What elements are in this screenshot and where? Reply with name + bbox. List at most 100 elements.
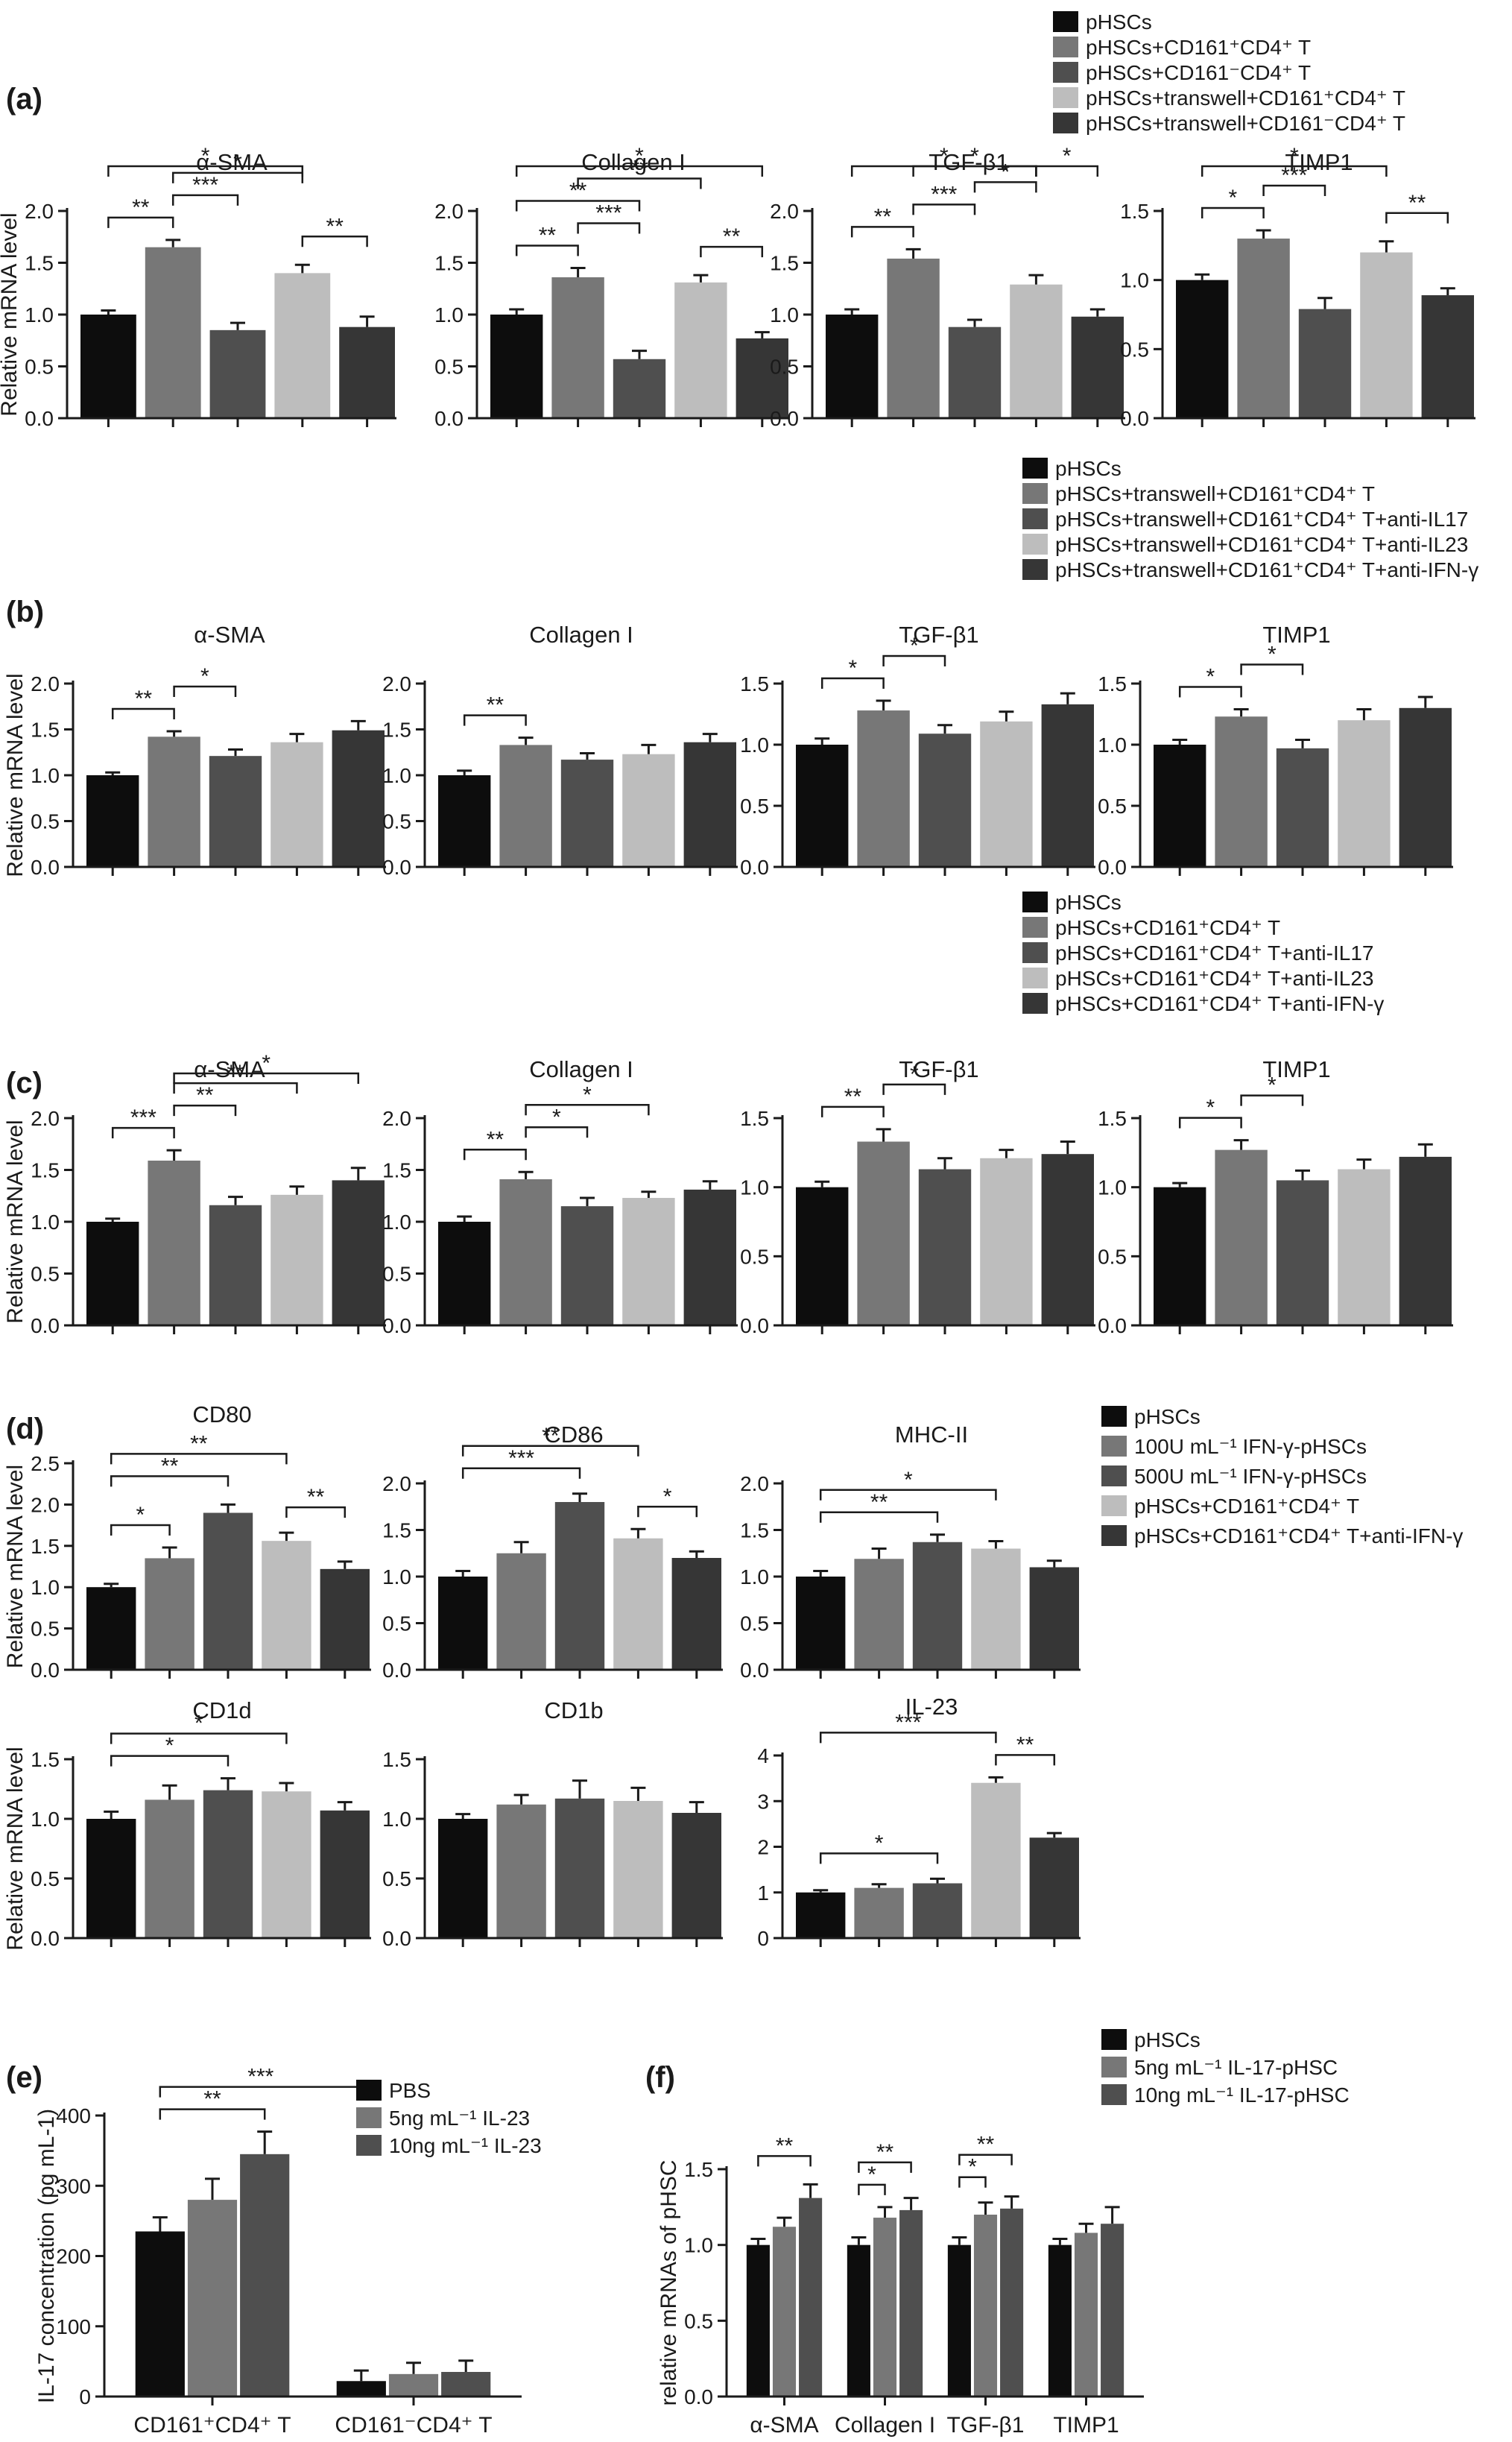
legend-label: 10ng mL⁻¹ IL-17-pHSC (1134, 2083, 1350, 2107)
significance-bracket (1262, 184, 1326, 196)
significance-label: ** (307, 1485, 325, 1509)
y-axis-label: Relative mRNA level (0, 212, 22, 416)
panel-label-a: (a) (6, 83, 42, 116)
significance-label: ** (326, 214, 344, 239)
significance-label: * (1229, 186, 1238, 210)
y-tick-label: 0.0 (31, 856, 60, 879)
chart-title: CD80 (192, 1401, 251, 1427)
y-tick-label: 1.5 (740, 1519, 769, 1542)
bar (971, 1548, 1021, 1670)
significance-label: *** (192, 173, 218, 198)
chart-title: CD1d (192, 1697, 251, 1723)
significance-label: ** (190, 1431, 208, 1456)
bar (857, 710, 910, 867)
chart-title: α-SMA (194, 622, 265, 648)
y-tick-label: 0.0 (31, 1927, 60, 1950)
legend-label: 5ng mL⁻¹ IL-17-pHSC (1134, 2056, 1338, 2079)
y-tick-label: 4 (757, 1744, 769, 1767)
y-tick-label: 1.5 (382, 1519, 411, 1542)
legend-swatch (1101, 1495, 1127, 1516)
x-tick-label: Collagen I (835, 2413, 935, 2438)
bar (980, 1158, 1033, 1325)
legend-label: PBS (389, 2079, 431, 2102)
bar (496, 1804, 546, 1938)
significance-bracket (173, 685, 237, 697)
significance-bracket (882, 654, 946, 666)
bar (796, 745, 849, 867)
significance-bracket (858, 2183, 886, 2195)
bar (209, 756, 262, 867)
bar (339, 326, 395, 418)
significance-bracket (110, 1475, 230, 1487)
significance-label: ** (874, 204, 892, 229)
significance-bracket (819, 1511, 939, 1523)
significance-bracket (171, 171, 304, 183)
chart-c-10: Collagen I****0.00.51.01.52.0 (382, 1056, 738, 1337)
bar (873, 2218, 897, 2397)
significance-bracket (700, 245, 764, 258)
bar (560, 1206, 614, 1325)
bar (496, 1553, 546, 1670)
bar (1154, 1187, 1206, 1325)
significance-bracket (973, 181, 1037, 193)
y-tick-label: 2.0 (434, 200, 464, 223)
y-tick-label: 0.0 (684, 2385, 713, 2408)
significance-label: * (904, 1468, 913, 1492)
significance-bracket (110, 1755, 230, 1767)
y-tick-label: 2.0 (382, 1472, 411, 1495)
significance-label: * (1290, 144, 1299, 168)
legend-swatch (1022, 917, 1048, 938)
legend-label: pHSCs (1055, 457, 1122, 480)
y-tick-label: 1.0 (740, 733, 769, 757)
significance-bracket (577, 177, 702, 189)
chart-b-8: TIMP1**0.00.51.01.5 (1098, 622, 1453, 879)
bar (271, 742, 323, 867)
bar (918, 733, 972, 867)
y-tick-label: 1.0 (1098, 1176, 1127, 1199)
y-axis-label: relative mRNAs of pHSC (657, 2159, 681, 2405)
bar (1276, 748, 1329, 867)
chart-title: CD1b (544, 1697, 603, 1723)
bar (746, 2244, 770, 2397)
legend-label: pHSCs+CD161⁺CD4⁺ T (1055, 916, 1280, 939)
chart-a-2: Collagen I************0.00.51.01.52.0 (434, 144, 790, 430)
significance-label: ** (487, 1127, 504, 1152)
chart-title: Collagen I (581, 149, 686, 175)
significance-bracket (1201, 165, 1388, 177)
x-tick-label: CD161⁺CD4⁺ T (133, 2413, 291, 2438)
bar (1029, 1837, 1079, 1938)
bar (683, 1189, 736, 1325)
y-tick-label: 0.5 (25, 356, 54, 379)
bar (912, 1542, 963, 1670)
legend-label: pHSCs+transwell+CD161⁺CD4⁺ T+anti-IL17 (1055, 508, 1468, 531)
bar (918, 1169, 972, 1325)
significance-label: ** (487, 693, 504, 718)
x-tick-label: TGF-β1 (947, 2413, 1025, 2438)
chart-c-12: TIMP1**0.00.51.01.5 (1098, 1056, 1453, 1337)
bar (1298, 309, 1352, 418)
chart-d-14: CD86******0.00.51.01.52.0 (382, 1422, 723, 1682)
y-tick-label: 1.5 (31, 1159, 60, 1182)
y-tick-label: 0.0 (31, 1314, 60, 1337)
panel-label-c: (c) (6, 1067, 42, 1099)
significance-bracket (995, 1754, 1056, 1766)
y-tick-label: 0.0 (382, 1927, 411, 1950)
bar (1029, 1567, 1079, 1670)
bar (1338, 720, 1391, 867)
y-tick-label: 1.0 (31, 1808, 60, 1831)
bar (554, 1798, 605, 1938)
bar (274, 273, 331, 418)
legend-swatch (1022, 968, 1048, 988)
y-tick-label: 0.0 (31, 1659, 60, 1682)
chart-d-17: CD1b 0.0 0.5 1.0 1.5 (382, 1697, 723, 1950)
y-axis-label: Relative mRNA level (3, 1120, 28, 1323)
significance-bracket (858, 2161, 912, 2173)
y-tick-label: 0.0 (382, 1659, 411, 1682)
y-tick-label: 400 (56, 2104, 91, 2127)
y-tick-label: 1.0 (382, 764, 411, 787)
y-tick-label: 1.5 (740, 1107, 769, 1130)
bar (912, 1883, 963, 1938)
significance-bracket (461, 1467, 581, 1479)
